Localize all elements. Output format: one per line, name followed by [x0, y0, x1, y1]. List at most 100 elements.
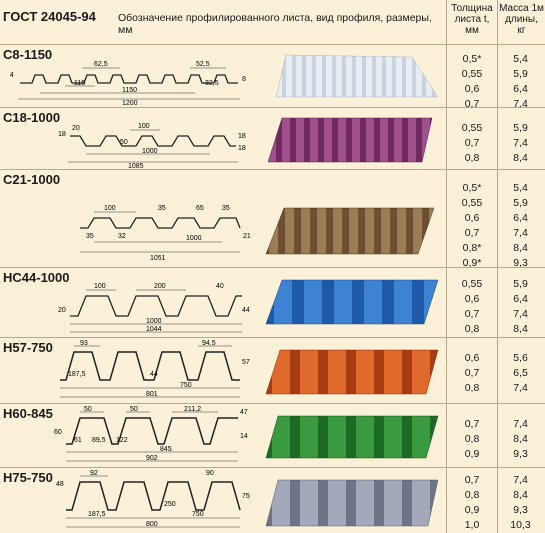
dim-label: 94,5: [202, 340, 216, 347]
values-cell: 0,7 7,4 0,8 8,4 0,9 9,3: [448, 416, 545, 461]
row-divider: [0, 467, 545, 468]
column-divider: [446, 0, 447, 533]
dim-label: 902: [146, 455, 158, 462]
thickness-value: 0,8: [464, 488, 480, 501]
mass-header-line: кг: [517, 25, 526, 36]
value-row: 0,5* 5,4: [448, 51, 545, 66]
row-divider: [0, 267, 545, 268]
dim-label: 61: [74, 437, 82, 444]
mass-value: 8,4: [513, 432, 528, 445]
dim-label: 93: [80, 340, 88, 347]
dim-label: 187,5: [68, 371, 86, 378]
mass-value: 9,3: [513, 447, 528, 460]
dim-label: 20: [58, 307, 66, 314]
thickness-value: 0,9*: [462, 256, 482, 269]
value-row: 0,55 5,9: [448, 195, 545, 210]
dim-label: 90: [206, 470, 214, 477]
thickness-value: 0,6: [464, 82, 480, 95]
thickness-value: 0,7: [464, 136, 480, 149]
thickness-value: 0,6: [464, 351, 480, 364]
dim-label: 1000: [186, 235, 202, 242]
values-cell: 0,7 7,4 0,8 8,4 0,9 9,3 1,0 10,3: [448, 472, 545, 532]
mass-value: 6,4: [513, 292, 528, 305]
dim-label: 750: [192, 511, 204, 518]
thickness-value: 0,8*: [462, 241, 482, 254]
thickness-value: 0,8: [464, 151, 480, 164]
row-divider: [0, 169, 545, 170]
dim-label: 44: [150, 371, 158, 378]
thickness-value: 0,55: [461, 121, 483, 134]
profile-drawing: 20 100 50 1000 1085 18 18 18: [58, 123, 246, 168]
dim-label: 62,5: [94, 61, 108, 68]
thickness-value: 0,5*: [462, 181, 482, 194]
dim-label: 92: [90, 470, 98, 477]
mass-value: 8,4: [513, 151, 528, 164]
dim-label: 800: [146, 521, 158, 528]
value-row: 0,7 7,4: [448, 416, 545, 431]
thickness-value: 0,8: [464, 322, 480, 335]
mass-value: 7,4: [513, 136, 528, 149]
thickness-value: 0,9: [464, 447, 480, 460]
value-row: 0,55 5,9: [448, 120, 545, 135]
dim-label: 187,5: [88, 511, 106, 518]
dim-label: 50: [120, 139, 128, 146]
value-row: 0,8 8,4: [448, 431, 545, 446]
row-divider: [0, 337, 545, 338]
dim-label: 100: [104, 205, 116, 212]
value-row: 0,7 6,5: [448, 365, 545, 380]
dim-label: 8: [242, 76, 246, 83]
thickness-value: 0,5*: [462, 52, 482, 65]
column-divider: [497, 0, 498, 533]
mass-value: 7,4: [513, 226, 528, 239]
value-row: 0,7 7,4: [448, 306, 545, 321]
table-header: ГОСТ 24045-94 Обозначение профилированно…: [0, 0, 545, 44]
profile-row: Н75-750 92 48 90 187,5 250 750 800 75 0,…: [0, 468, 545, 533]
value-row: 0,8 8,4: [448, 150, 545, 165]
dim-label: 14: [240, 433, 248, 440]
thickness-value: 0,9: [464, 503, 480, 516]
value-row: 0,7 7,4: [448, 96, 545, 111]
value-row: 0,8 8,4: [448, 487, 545, 502]
value-row: 0,8 7,4: [448, 380, 545, 395]
profile-photo: [267, 117, 433, 163]
dim-label: 115: [74, 80, 85, 87]
thickness-value: 0,8: [464, 432, 480, 445]
profile-code: С8-1150: [3, 47, 53, 62]
row-divider: [0, 107, 545, 108]
profile-photo: [275, 54, 439, 98]
value-row: 0,6 5,6: [448, 350, 545, 365]
mass-value: 5,9: [513, 277, 528, 290]
mass-value: 9,3: [513, 503, 528, 516]
value-row: 0,9 9,3: [448, 502, 545, 517]
mass-value: 6,5: [513, 366, 528, 379]
dim-label: 47: [240, 409, 248, 416]
profile-code: С21-1000: [3, 172, 61, 187]
thickness-header-line: Толщина: [451, 3, 493, 14]
thickness-value: 0,7: [464, 417, 480, 430]
thickness-value: 0,7: [464, 473, 480, 486]
profile-photo: [265, 349, 439, 395]
mass-value: 5,4: [513, 181, 528, 194]
profile-photo: [265, 415, 439, 459]
thickness-value: 0,55: [461, 277, 483, 290]
profile-drawing: 100 35 65 35 1000 1051 21 35 32: [80, 205, 250, 262]
thickness-value: 0,7: [464, 97, 480, 110]
mass-value: 7,4: [513, 381, 528, 394]
mass-value: 7,4: [513, 97, 528, 110]
mass-value: 7,4: [513, 307, 528, 320]
dim-label: 18: [238, 133, 246, 140]
dim-label: 50: [130, 406, 138, 413]
profile-photo: [265, 279, 439, 325]
values-cell: 0,55 5,9 0,7 7,4 0,8 8,4: [448, 120, 545, 165]
profile-row: С8-1150 62,5 52,5 115 1150 1200 14 32,5 …: [0, 45, 545, 110]
values-cell: 0,6 5,6 0,7 6,5 0,8 7,4: [448, 350, 545, 395]
mass-value: 5,9: [513, 121, 528, 134]
dim-label: 35: [86, 233, 94, 240]
dim-label: 845: [160, 446, 172, 453]
dim-label: 57: [242, 359, 250, 366]
profile-row: НС44-1000 100 200 40 1000 1044 20 44 0,5…: [0, 268, 545, 336]
value-row: 0,7 7,4: [448, 225, 545, 240]
profile-drawing: 100 200 40 1000 1044 20 44: [58, 283, 250, 333]
dim-label: 200: [154, 283, 166, 290]
